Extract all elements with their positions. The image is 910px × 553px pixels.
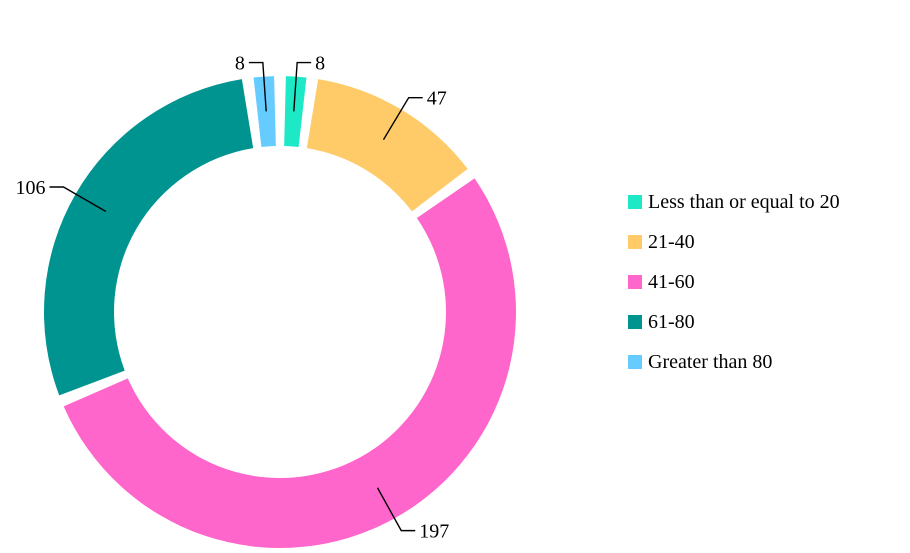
legend-swatch bbox=[628, 355, 642, 369]
legend-item-41-60[interactable]: 41-60 bbox=[628, 262, 840, 302]
data-label-3: 106 bbox=[15, 177, 45, 199]
legend-item-21-40[interactable]: 21-40 bbox=[628, 222, 840, 262]
legend-label: 21-40 bbox=[648, 231, 695, 254]
data-label-4: 8 bbox=[235, 53, 245, 75]
legend-swatch bbox=[628, 275, 642, 289]
legend-swatch bbox=[628, 235, 642, 249]
legend: Less than or equal to 20 21-40 41-60 61-… bbox=[628, 182, 840, 382]
data-label-0: 8 bbox=[315, 53, 325, 75]
legend-label: Greater than 80 bbox=[648, 351, 772, 374]
legend-item-gt-80[interactable]: Greater than 80 bbox=[628, 342, 840, 382]
legend-label: 41-60 bbox=[648, 271, 695, 294]
donut-slices bbox=[44, 76, 516, 548]
data-label-1: 47 bbox=[427, 88, 447, 110]
legend-label: 61-80 bbox=[648, 311, 695, 334]
legend-label: Less than or equal to 20 bbox=[648, 191, 840, 214]
legend-swatch bbox=[628, 195, 642, 209]
legend-item-61-80[interactable]: 61-80 bbox=[628, 302, 840, 342]
data-label-2: 197 bbox=[419, 521, 449, 543]
legend-item-le-20[interactable]: Less than or equal to 20 bbox=[628, 182, 840, 222]
donut-slice-3[interactable] bbox=[44, 79, 253, 395]
legend-swatch bbox=[628, 315, 642, 329]
